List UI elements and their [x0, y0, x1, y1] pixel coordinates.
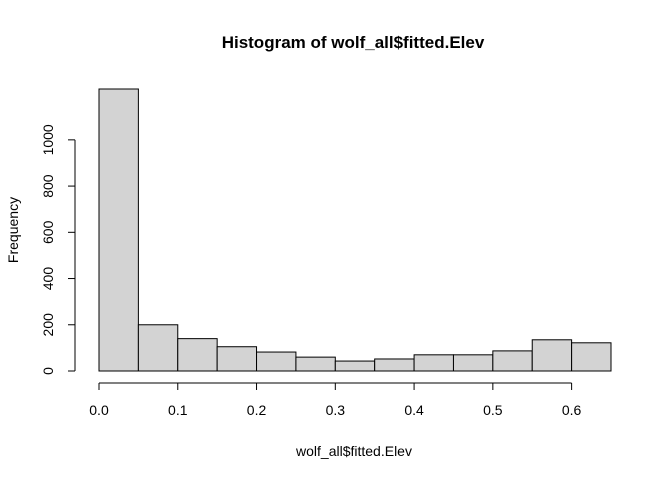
- x-tick-label: 0.4: [404, 402, 424, 418]
- histogram-bar: [334, 360, 376, 372]
- x-tick-label: 0.5: [483, 402, 503, 418]
- y-tick-label: 800: [40, 174, 56, 198]
- chart-title: Histogram of wolf_all$fitted.Elev: [222, 33, 485, 52]
- y-tick-label: 400: [40, 267, 56, 291]
- y-tick-label: 1000: [40, 124, 56, 155]
- histogram-bar: [177, 338, 218, 372]
- histogram-bar: [452, 354, 494, 372]
- x-tick-label: 0.2: [247, 402, 267, 418]
- y-axis-label: Frequency: [5, 197, 21, 263]
- histogram-bar: [374, 358, 415, 372]
- histogram-bar: [98, 88, 139, 372]
- histogram-bar: [295, 356, 336, 372]
- x-tick-label: 0.3: [326, 402, 346, 418]
- y-tick-label: 600: [40, 220, 56, 244]
- histogram-bar: [531, 339, 573, 372]
- histogram-bar: [256, 351, 297, 372]
- histogram-bar: [216, 346, 258, 372]
- y-tick-label: 200: [40, 313, 56, 337]
- x-axis-label: wolf_all$fitted.Elev: [295, 443, 412, 459]
- bars-group: [98, 88, 612, 372]
- y-tick-label: 0: [40, 367, 56, 375]
- x-tick-label: 0.6: [562, 402, 582, 418]
- histogram-bar: [571, 342, 612, 372]
- x-tick-label: 0.1: [168, 402, 188, 418]
- y-axis: 0 200 400 600 800 1000: [40, 124, 76, 375]
- histogram-bar: [492, 350, 533, 372]
- x-tick-label: 0.0: [89, 402, 109, 418]
- histogram-bar: [137, 324, 179, 372]
- histogram-bar: [413, 354, 454, 372]
- x-axis: 0.0 0.1 0.2 0.3 0.4 0.5 0.6: [89, 382, 582, 418]
